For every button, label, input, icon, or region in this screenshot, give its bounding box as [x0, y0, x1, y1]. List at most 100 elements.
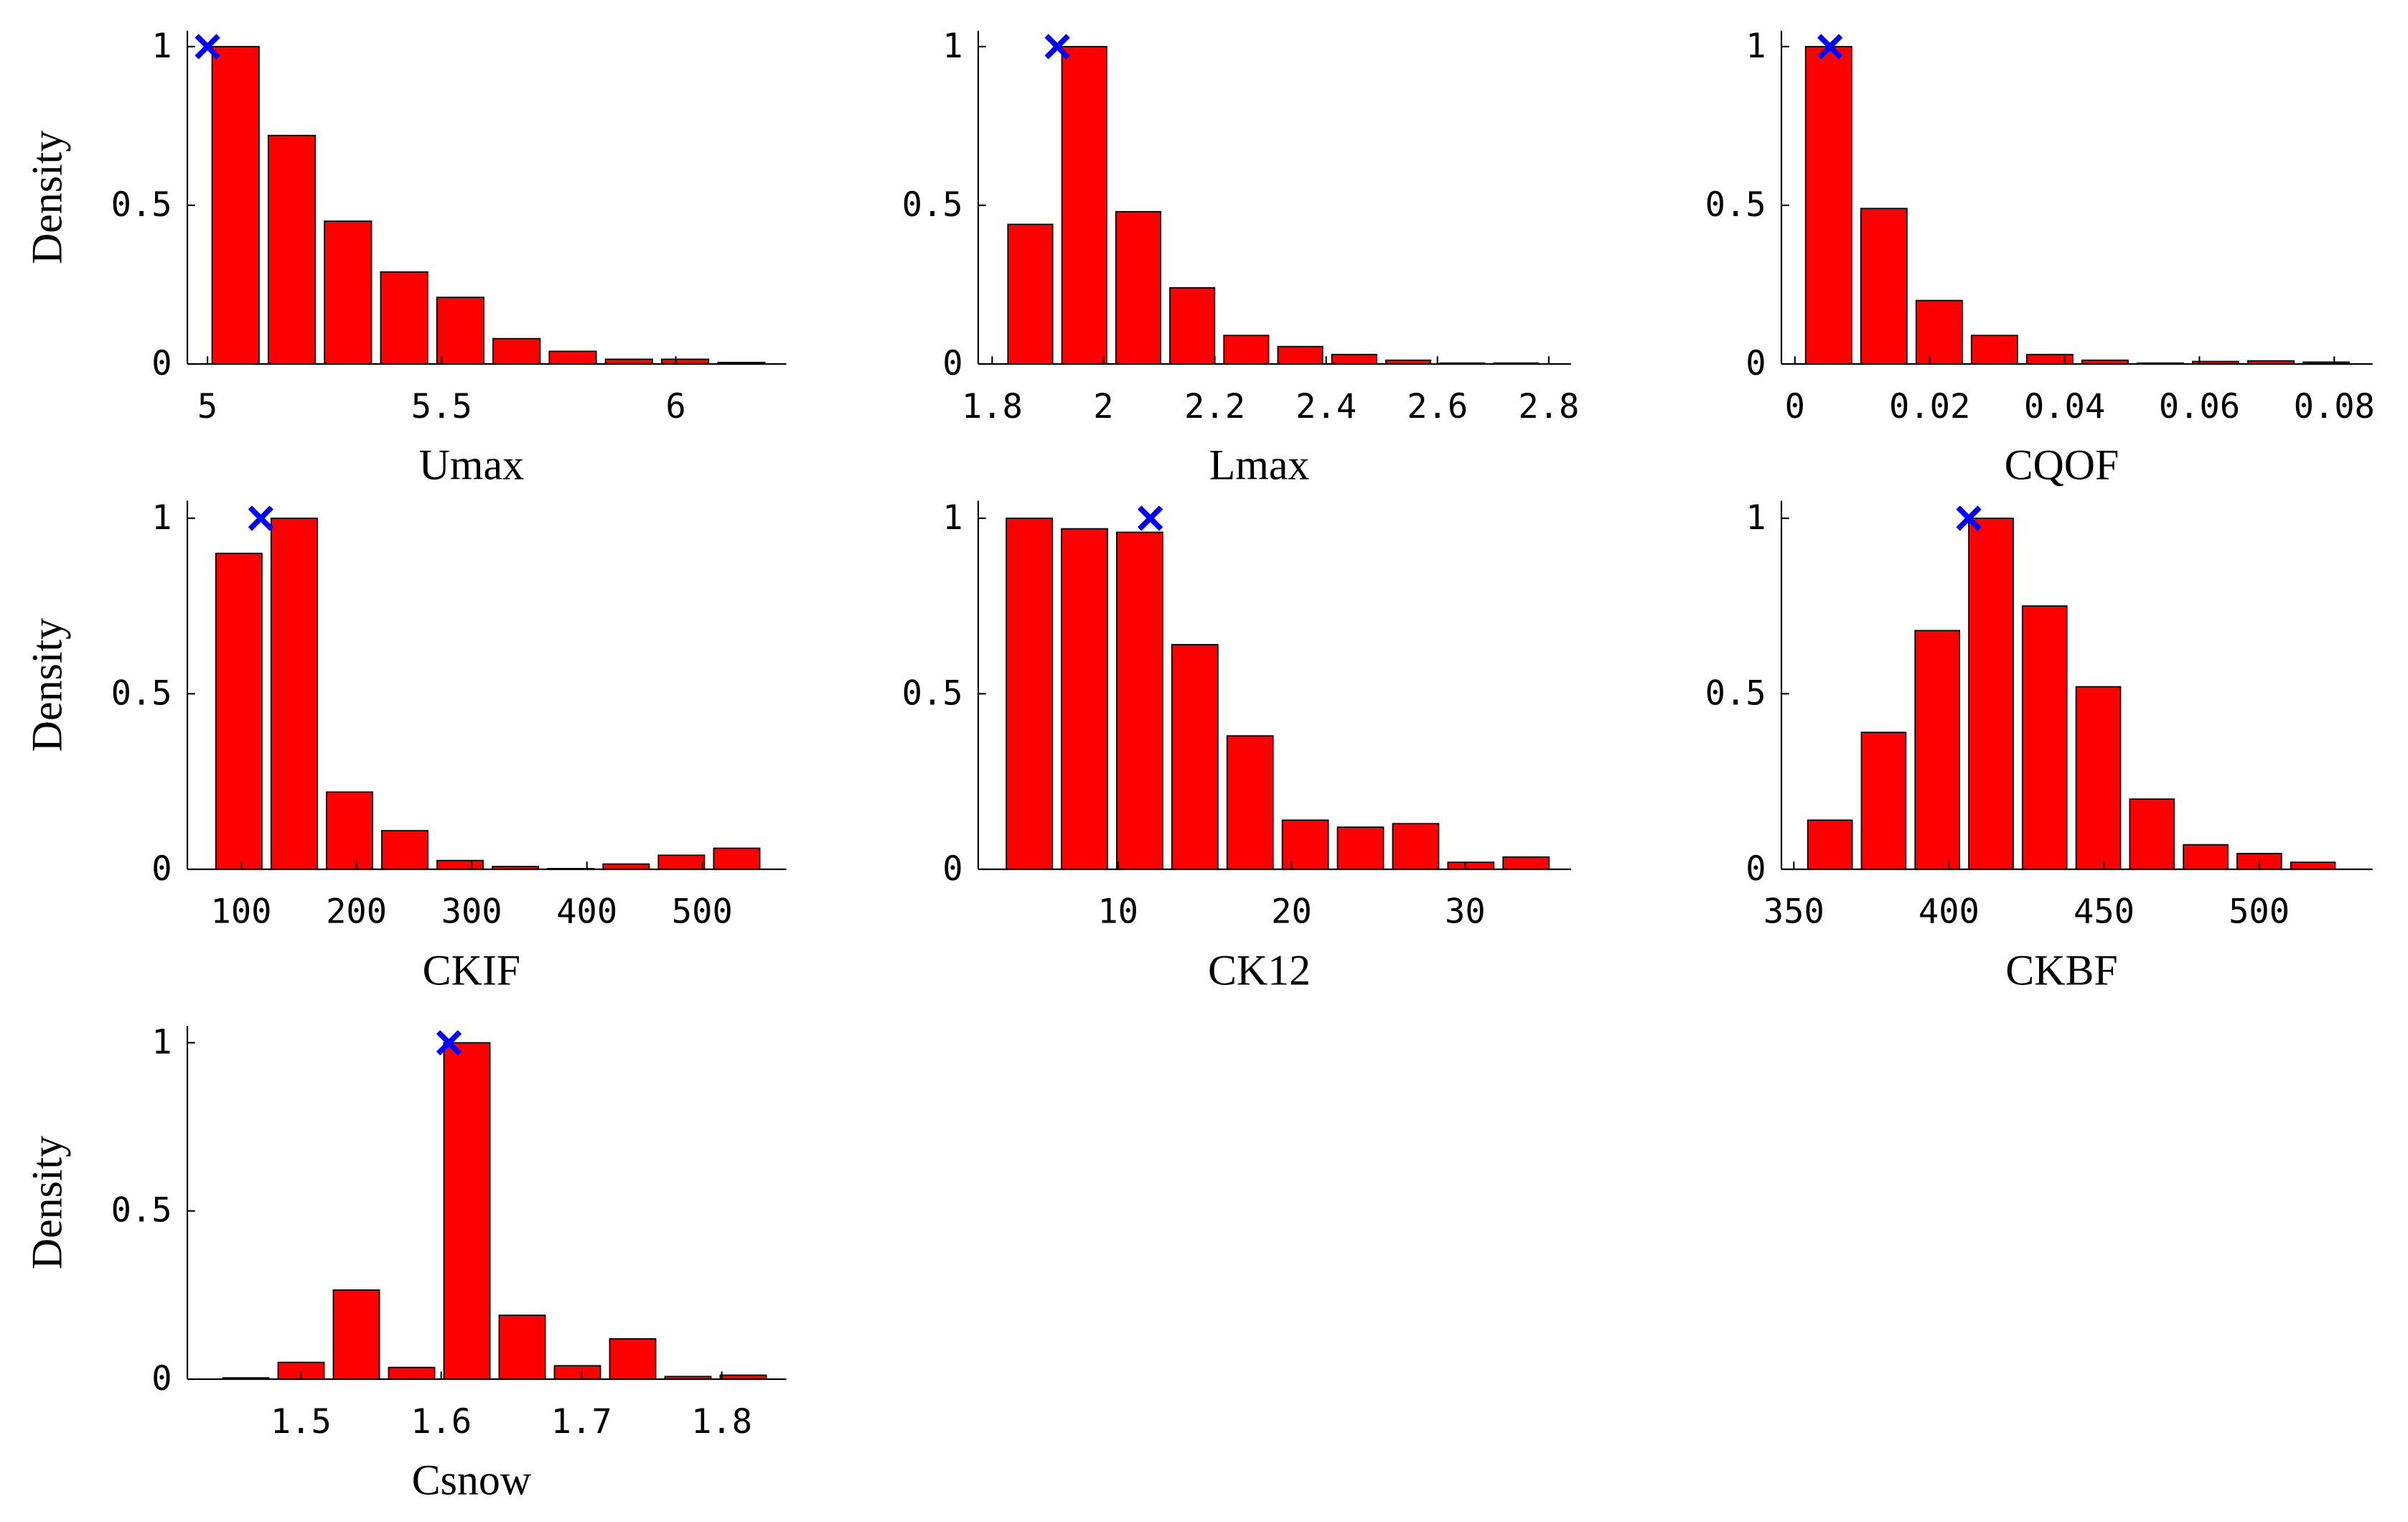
- bar: [1115, 531, 1163, 870]
- bar: [1914, 630, 1961, 870]
- y-tick-label: 1: [942, 27, 962, 66]
- x-tick-label: 0.02: [1889, 387, 1970, 426]
- marker: [248, 505, 273, 531]
- x-axis-label: Umax: [419, 441, 524, 488]
- bar: [267, 134, 317, 365]
- bar: [1807, 819, 1853, 870]
- x-tick-label: 5.5: [411, 387, 472, 426]
- x-tick-label: 450: [2074, 892, 2135, 932]
- bar: [553, 1365, 601, 1380]
- bar: [498, 1315, 546, 1380]
- y-tick-label: 0: [151, 344, 172, 383]
- bar: [1915, 299, 1963, 365]
- bar: [1392, 823, 1440, 870]
- bar: [1447, 862, 1495, 870]
- x-axis-label: CKBF: [2005, 946, 2117, 994]
- y-tick-label: 0: [1746, 849, 1766, 889]
- bar: [657, 854, 706, 870]
- bar: [713, 847, 761, 870]
- bar: [492, 337, 541, 365]
- bar: [1061, 46, 1107, 365]
- bar: [1061, 528, 1108, 870]
- y-axis-label: Density: [24, 1136, 71, 1269]
- x-tick-label: 0.08: [2294, 387, 2375, 426]
- y-tick-label: 0: [942, 344, 962, 383]
- bar: [602, 863, 650, 870]
- x-axis-label: CKIF: [423, 946, 520, 994]
- x-tick-label: 300: [441, 892, 502, 932]
- bar: [1115, 210, 1161, 365]
- y-tick-label: 1: [151, 1022, 172, 1062]
- x-tick-label: 350: [1763, 892, 1824, 932]
- y-tick-label: 0.5: [111, 1191, 172, 1231]
- marker: [436, 1030, 462, 1056]
- x-tick-label: 100: [211, 892, 272, 932]
- x-tick-label: 500: [672, 892, 733, 932]
- y-tick-label: 0.5: [111, 185, 172, 225]
- y-tick-label: 1: [1746, 27, 1766, 66]
- y-tick-label: 0: [942, 849, 962, 889]
- y-tick-label: 0.5: [111, 673, 172, 713]
- y-tick-label: 0.5: [902, 673, 963, 713]
- bar: [211, 46, 260, 365]
- y-tick-label: 0: [151, 849, 172, 889]
- x-tick-label: 1.8: [691, 1402, 752, 1442]
- x-tick-label: 30: [1445, 892, 1486, 932]
- bar: [324, 220, 373, 365]
- x-tick-label: 200: [326, 892, 387, 932]
- marker: [1956, 505, 1982, 531]
- y-tick-label: 0.5: [1705, 185, 1766, 225]
- bar: [1226, 735, 1274, 870]
- x-tick-label: 1.8: [962, 387, 1023, 426]
- y-tick-label: 0: [151, 1359, 172, 1399]
- x-tick-label: 1.5: [271, 1402, 332, 1442]
- x-tick-label: 6: [665, 387, 685, 426]
- bar: [1281, 819, 1329, 870]
- bar: [609, 1337, 657, 1380]
- bar: [1502, 856, 1550, 870]
- x-tick-label: 2.4: [1296, 387, 1357, 426]
- bar: [332, 1289, 380, 1380]
- x-tick-label: 5: [197, 387, 217, 426]
- marker: [1044, 34, 1070, 60]
- bar: [1171, 644, 1219, 870]
- x-axis-label: Csnow: [412, 1456, 531, 1503]
- bar: [1006, 517, 1053, 870]
- x-tick-label: 2.2: [1184, 387, 1245, 426]
- y-tick-label: 1: [151, 27, 172, 66]
- y-tick-label: 1: [1746, 498, 1766, 538]
- bar: [380, 271, 428, 365]
- x-tick-label: 500: [2229, 892, 2290, 932]
- bar: [1223, 335, 1270, 365]
- bar: [325, 791, 373, 870]
- bar: [1169, 287, 1216, 365]
- x-tick-label: 400: [1919, 892, 1980, 932]
- y-tick-label: 0: [1746, 344, 1766, 383]
- bar: [2021, 605, 2068, 870]
- bar: [2183, 844, 2229, 870]
- bar: [1804, 46, 1852, 365]
- marker: [1817, 34, 1843, 60]
- x-tick-label: 400: [556, 892, 617, 932]
- bar: [1860, 207, 1908, 365]
- x-tick-label: 20: [1271, 892, 1312, 932]
- x-tick-label: 2.8: [1518, 387, 1579, 426]
- bar: [2075, 686, 2122, 870]
- x-axis-label: CQOF: [2005, 441, 2119, 488]
- x-tick-label: 0.06: [2159, 387, 2240, 426]
- bar: [2290, 862, 2336, 870]
- bar: [1860, 732, 1907, 870]
- bar: [548, 350, 597, 365]
- bar: [215, 552, 263, 870]
- bar: [1277, 345, 1324, 365]
- bar: [436, 297, 484, 365]
- x-tick-label: 10: [1097, 892, 1138, 932]
- bar: [443, 1042, 491, 1380]
- bar: [1007, 223, 1054, 365]
- y-tick-label: 1: [151, 498, 172, 538]
- bar: [381, 830, 429, 870]
- y-axis-label: Density: [24, 618, 71, 752]
- x-tick-label: 1.7: [551, 1402, 612, 1442]
- y-tick-label: 0.5: [1705, 673, 1766, 713]
